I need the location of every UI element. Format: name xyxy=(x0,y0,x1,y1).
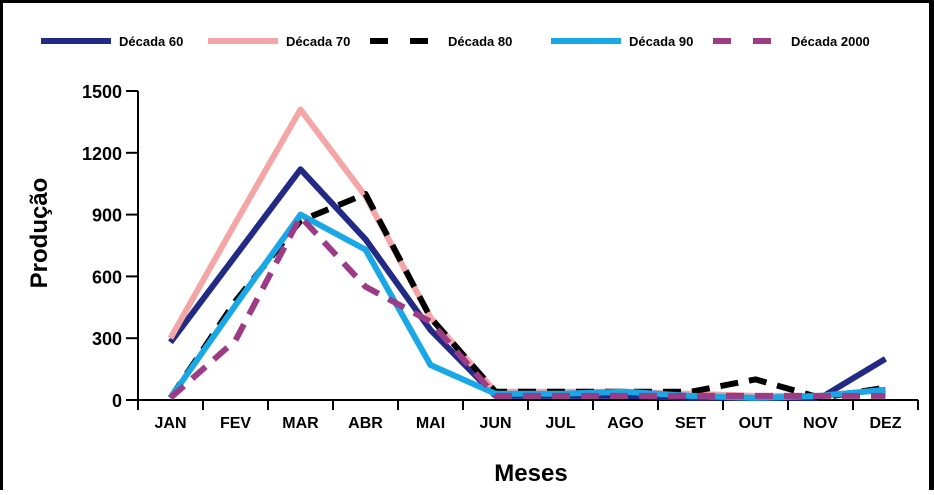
y-axis: 0 300 600 900 1200 1500 xyxy=(82,82,138,411)
y-tick-label: 900 xyxy=(92,206,122,226)
x-tick-label: OUT xyxy=(739,415,773,432)
x-tick-label: MAI xyxy=(416,415,445,432)
y-tick-label: 600 xyxy=(92,267,122,287)
x-tick-label: FEV xyxy=(220,415,251,432)
series-layer xyxy=(170,109,885,398)
series-line-3 xyxy=(171,215,886,398)
line-chart: Década 60 Década 70 Década 80 Década 90 Déca… xyxy=(3,3,929,490)
x-tick-label: MAR xyxy=(282,415,319,432)
x-tick-label: AGO xyxy=(607,415,643,432)
x-axis: JAN FEV MAR ABR MAI JUN JUL AGO SET OUT NOV DEZ xyxy=(138,400,918,432)
legend: Década 60 Década 70 Década 80 Década 90 Déca… xyxy=(41,34,870,49)
legend-label-0: Década 60 xyxy=(119,34,183,49)
legend-label-4: Década 2000 xyxy=(791,34,870,49)
y-tick-label: 1200 xyxy=(82,144,122,164)
series-line-2 xyxy=(171,194,886,398)
legend-label-3: Década 90 xyxy=(629,34,693,49)
legend-label-2: Década 80 xyxy=(448,34,512,49)
legend-label-1: Década 70 xyxy=(286,34,350,49)
y-tick-label: 300 xyxy=(92,329,122,349)
y-axis-title: Produção xyxy=(26,178,53,289)
x-tick-label: JUL xyxy=(545,415,575,432)
y-tick-label: 0 xyxy=(112,391,122,411)
x-tick-label: ABR xyxy=(348,415,383,432)
series-line-0 xyxy=(171,169,886,398)
x-tick-label: DEZ xyxy=(870,415,902,432)
y-tick-label: 1500 xyxy=(82,82,122,102)
x-tick-label: JUN xyxy=(479,415,511,432)
x-tick-label: JAN xyxy=(154,415,186,432)
x-tick-label: NOV xyxy=(803,415,838,432)
x-tick-label: SET xyxy=(675,415,706,432)
x-axis-title: Meses xyxy=(494,460,567,487)
